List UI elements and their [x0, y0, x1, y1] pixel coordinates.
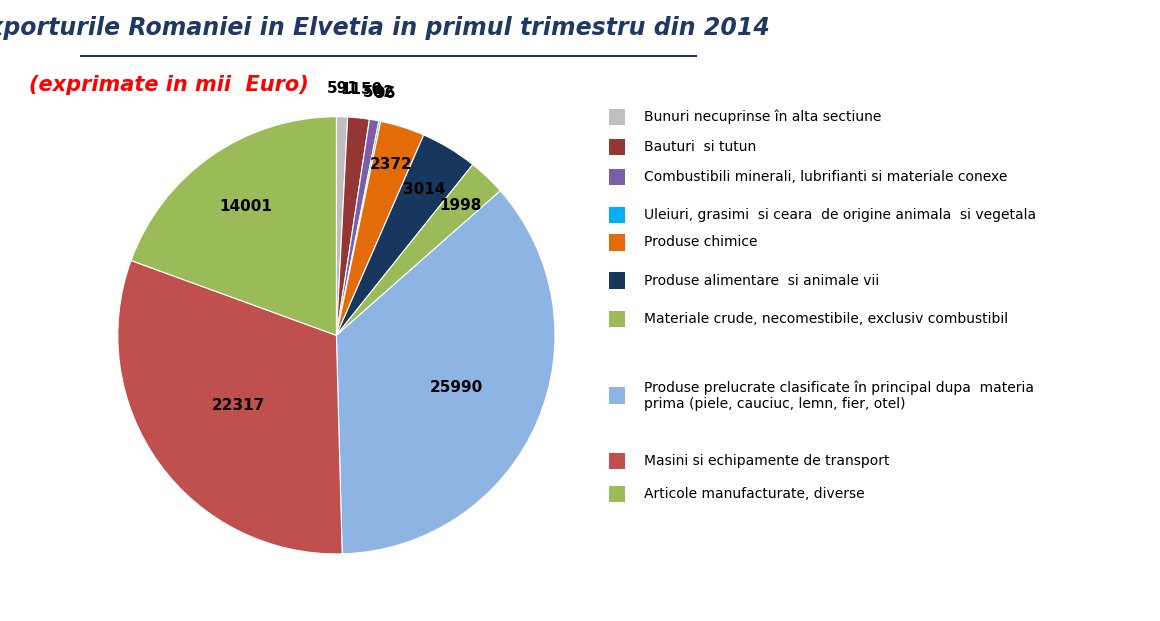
Wedge shape	[336, 117, 370, 335]
Text: 14001: 14001	[219, 199, 273, 214]
Text: 1150: 1150	[340, 82, 383, 97]
Text: 1998: 1998	[438, 198, 481, 213]
Text: (exprimate in mii  Euro): (exprimate in mii Euro)	[29, 75, 309, 94]
Bar	[609, 207, 625, 224]
Bar	[609, 109, 625, 125]
Bar	[609, 138, 625, 155]
Text: Produse prelucrate clasificate în principal dupa  materia
prima (piele, cauciuc,: Produse prelucrate clasificate în princi…	[644, 380, 1034, 411]
Text: 2372: 2372	[369, 157, 412, 172]
Text: Uleiuri, grasimi  si ceara  de origine animala  si vegetala: Uleiuri, grasimi si ceara de origine ani…	[644, 208, 1036, 222]
Text: Exporturile Romaniei in Elvetia in primul trimestru din 2014: Exporturile Romaniei in Elvetia in primu…	[0, 16, 770, 40]
Bar	[609, 453, 625, 469]
Wedge shape	[336, 117, 348, 335]
Wedge shape	[131, 117, 336, 335]
Text: 22317: 22317	[212, 398, 266, 413]
Wedge shape	[336, 121, 423, 335]
Bar	[609, 310, 625, 327]
Bar	[609, 169, 625, 185]
Text: Bauturi  si tutun: Bauturi si tutun	[644, 140, 756, 154]
Text: Materiale crude, necomestibile, exclusiv combustibil: Materiale crude, necomestibile, exclusiv…	[644, 312, 1008, 326]
Wedge shape	[336, 191, 554, 554]
Wedge shape	[336, 119, 379, 335]
Bar	[609, 388, 625, 404]
Text: Produse alimentare  si animale vii: Produse alimentare si animale vii	[644, 274, 879, 288]
Text: Combustibili minerali, lubrifianti si materiale conexe: Combustibili minerali, lubrifianti si ma…	[644, 170, 1008, 184]
Text: 25990: 25990	[430, 380, 484, 395]
Text: 591: 591	[327, 81, 358, 96]
Bar	[609, 273, 625, 289]
Text: 3014: 3014	[404, 182, 445, 197]
Text: 96: 96	[375, 86, 396, 101]
Text: Bunuri necuprinse în alta sectiune: Bunuri necuprinse în alta sectiune	[644, 109, 882, 124]
Text: Masini si echipamente de transport: Masini si echipamente de transport	[644, 454, 890, 468]
Text: Articole manufacturate, diverse: Articole manufacturate, diverse	[644, 487, 864, 501]
Bar	[609, 234, 625, 251]
Text: 502: 502	[363, 84, 396, 99]
Wedge shape	[336, 165, 500, 335]
Wedge shape	[336, 135, 473, 335]
Wedge shape	[118, 260, 342, 554]
Bar	[609, 486, 625, 502]
Text: Produse chimice: Produse chimice	[644, 235, 757, 250]
Wedge shape	[336, 121, 380, 335]
